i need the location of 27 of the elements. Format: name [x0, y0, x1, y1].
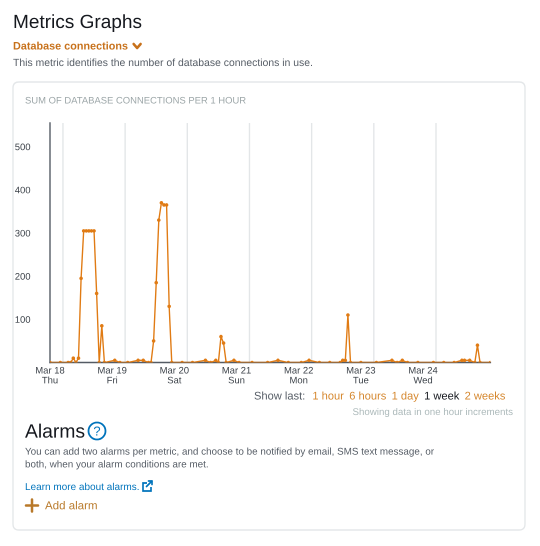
text: Show last:	[254, 391, 304, 400]
text: 1 week	[424, 391, 460, 400]
x-tick-label: Mar 19 Fri	[98, 366, 126, 384]
x-tick-label: Mar 21 Sun	[222, 366, 251, 384]
x-tick-label: Mar 23 Tue	[346, 366, 376, 384]
y-tick-label: 200	[15, 273, 30, 280]
x-tick-label: Mar 18 Thu	[36, 366, 64, 384]
text: Alarms	[25, 424, 84, 438]
text: Metrics Graphs	[14, 14, 142, 32]
chart-title: SUM OF DATABASE CONNECTIONS PER 1 HOUR	[25, 96, 246, 104]
x-tick-label: Mar 22 Mon	[284, 366, 313, 384]
text: Learn more about alarms.	[26, 482, 139, 490]
text: 1 day	[392, 391, 419, 402]
x-tick-label: Mar 24 Wed	[409, 366, 438, 384]
y-tick-label: 300	[15, 230, 30, 237]
text: Add alarm	[45, 500, 97, 510]
text: You can add two alarms per metric, and choose to be notified by email, SMS text message, or both, when your alarm conditions are met.	[25, 448, 434, 470]
x-tick-label: Mar 20 Sat	[160, 366, 189, 384]
y-tick-label: 400	[15, 186, 30, 194]
y-tick-label: 500	[15, 144, 30, 150]
y-tick-label: 100	[16, 316, 30, 323]
text: 2 weeks	[465, 391, 505, 400]
text: Showing data in one hour increments	[352, 408, 513, 418]
text: This metric identifies the number of database connections in use.	[13, 58, 312, 66]
text: 1 hour	[313, 391, 344, 400]
text: Database connections	[14, 42, 128, 50]
text: 6 hours	[350, 391, 386, 400]
